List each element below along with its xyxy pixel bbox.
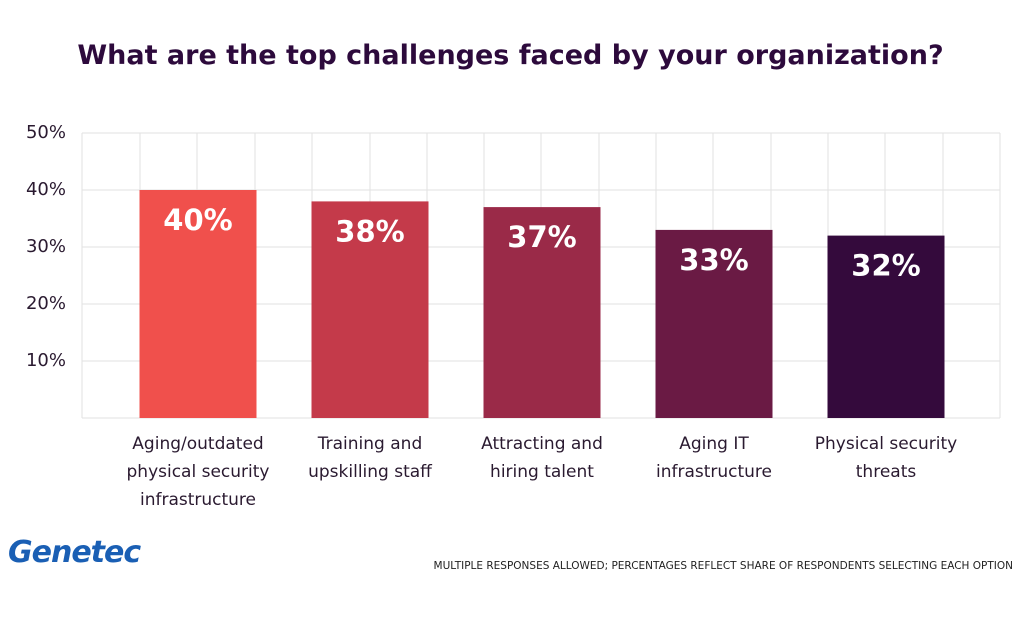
bar — [655, 229, 773, 418]
logo: Genetec — [8, 535, 141, 570]
x-tick-label: Aging/outdated physical security infrast… — [126, 434, 270, 510]
bar — [139, 190, 257, 418]
bar — [827, 235, 945, 418]
bar — [483, 207, 601, 418]
y-tick-label: 20% — [26, 293, 66, 314]
x-tick-label: Aging IT infrastructure — [655, 434, 773, 482]
bar — [311, 201, 429, 418]
y-tick-label: 10% — [26, 350, 66, 371]
value-label: 32% — [851, 249, 920, 283]
footnote: MULTIPLE RESPONSES ALLOWED; PERCENTAGES … — [433, 560, 1013, 572]
value-label: 38% — [335, 214, 404, 248]
x-tick-label: Attracting and hiring talent — [481, 434, 603, 482]
value-label: 40% — [163, 203, 232, 237]
chart-title: What are the top challenges faced by you… — [77, 40, 944, 71]
y-tick-label: 40% — [26, 179, 66, 200]
y-tick-label: 30% — [26, 236, 66, 257]
y-tick-label: 50% — [26, 122, 66, 143]
value-label: 37% — [507, 220, 576, 254]
value-label: 33% — [679, 243, 748, 277]
x-tick-label: Physical security threats — [814, 434, 958, 482]
x-tick-label: Training and upskilling staff — [308, 434, 432, 482]
